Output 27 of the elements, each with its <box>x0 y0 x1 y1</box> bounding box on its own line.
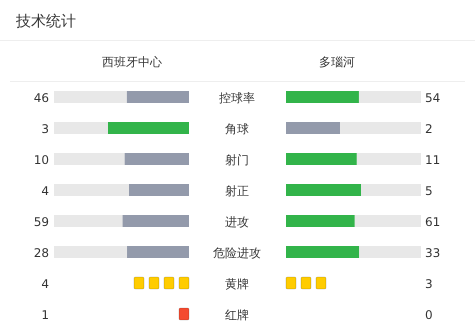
data-label: 54 <box>425 91 440 105</box>
data-label: 3 <box>41 122 49 136</box>
data-label: 61 <box>425 215 440 229</box>
text: 西班牙中心 <box>102 55 162 69</box>
data-label: 4 <box>41 184 49 198</box>
category-label: 红牌 <box>225 308 249 322</box>
data-label: 2 <box>425 122 433 136</box>
data-label: 59 <box>34 215 49 229</box>
category-label: 角球 <box>225 122 249 136</box>
category-label: 射门 <box>225 153 249 167</box>
text: 多瑙河 <box>319 55 355 69</box>
category-label: 黄牌 <box>225 277 249 291</box>
data-label: 46 <box>34 91 49 105</box>
data-label: 3 <box>425 277 433 291</box>
data-label: 11 <box>425 153 440 167</box>
category-label: 进攻 <box>225 215 249 229</box>
category-label: 控球率 <box>219 91 255 105</box>
data-label: 10 <box>34 153 49 167</box>
category-label: 危险进攻 <box>213 246 261 260</box>
data-label: 33 <box>425 246 440 260</box>
data-label: 28 <box>34 246 49 260</box>
data-label: 1 <box>41 308 49 322</box>
data-label: 4 <box>41 277 49 291</box>
text: 技术统计 <box>15 12 76 30</box>
category-label: 射正 <box>225 184 249 198</box>
data-label: 0 <box>425 308 433 322</box>
data-label: 5 <box>425 184 433 198</box>
